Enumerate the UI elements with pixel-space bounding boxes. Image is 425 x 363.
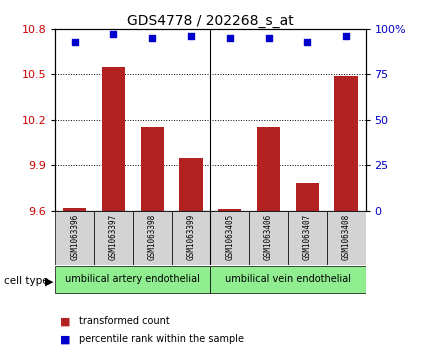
Text: GSM1063408: GSM1063408	[342, 213, 351, 260]
Text: GSM1063399: GSM1063399	[187, 213, 196, 260]
Bar	[249, 211, 288, 265]
Point	[149, 35, 156, 41]
Bar	[55, 211, 94, 265]
Text: ■: ■	[60, 316, 70, 326]
Bar	[210, 266, 366, 293]
Text: GSM1063405: GSM1063405	[225, 213, 234, 260]
Bar	[327, 211, 366, 265]
Text: GSM1063407: GSM1063407	[303, 213, 312, 260]
Bar	[55, 266, 210, 293]
Text: percentile rank within the sample: percentile rank within the sample	[79, 334, 244, 344]
Point	[110, 32, 117, 37]
Point	[304, 39, 311, 45]
Title: GDS4778 / 202268_s_at: GDS4778 / 202268_s_at	[127, 14, 294, 28]
Point	[71, 39, 78, 45]
Bar	[102, 67, 125, 211]
Bar	[94, 211, 133, 265]
Bar	[179, 158, 203, 211]
Text: umbilical vein endothelial: umbilical vein endothelial	[225, 274, 351, 284]
Point	[187, 33, 194, 39]
Text: ▶: ▶	[45, 276, 53, 286]
Text: GSM1063398: GSM1063398	[148, 213, 157, 260]
Text: GSM1063406: GSM1063406	[264, 213, 273, 260]
Text: umbilical artery endothelial: umbilical artery endothelial	[65, 274, 200, 284]
Bar	[141, 127, 164, 211]
Bar	[288, 211, 327, 265]
Point	[343, 33, 349, 39]
Bar	[218, 209, 241, 211]
Bar	[133, 211, 172, 265]
Text: cell type: cell type	[4, 276, 49, 286]
Text: GSM1063397: GSM1063397	[109, 213, 118, 260]
Bar	[210, 211, 249, 265]
Bar	[334, 76, 358, 211]
Bar	[172, 211, 210, 265]
Bar	[63, 208, 86, 211]
Point	[227, 35, 233, 41]
Text: GSM1063396: GSM1063396	[70, 213, 79, 260]
Text: transformed count: transformed count	[79, 316, 170, 326]
Text: ■: ■	[60, 334, 70, 344]
Bar	[257, 127, 280, 211]
Point	[265, 35, 272, 41]
Bar	[296, 183, 319, 211]
